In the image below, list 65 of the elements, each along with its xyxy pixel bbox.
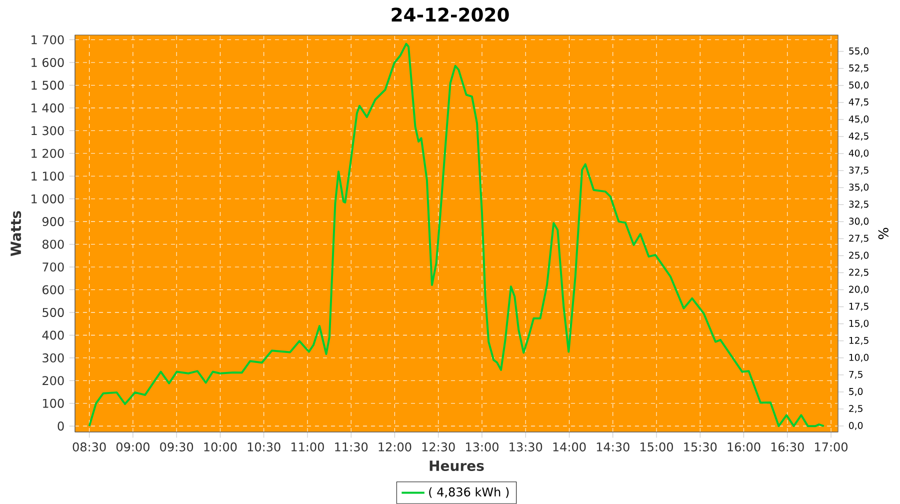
y-tick-label: 1 700 [32,35,64,44]
y2-tick-label: 27,5 [849,234,868,243]
y2-tick-label: 2,5 [849,404,862,413]
y2-tick-label: 7,5 [849,371,862,379]
y2-tick-label: 22,5 [849,268,868,277]
y-tick-label: 1 500 [32,80,64,90]
y-tick-label: 100 [43,398,64,408]
y-tick-label: 300 [42,353,64,362]
y2-tick-label: 20,0 [849,286,869,294]
chart-title: 24-12-2020 [392,8,509,22]
y2-tick-label: 17,5 [849,302,868,311]
y2-tick-label: 52,5 [849,64,868,72]
y2-tick-label: 55,0 [849,47,869,56]
legend-label: ( 4,836 kWh ) [429,487,509,498]
x-tick-label: 14:30 [596,442,630,452]
y-tick-label: 1 000 [32,194,64,204]
x-tick-label: 13:30 [510,442,542,452]
x-tick-label: 11:30 [335,442,368,452]
y-tick-label: 400 [42,330,64,340]
y-tick-label: 1 400 [32,103,64,112]
x-tick-label: 12:00 [378,442,412,452]
y-tick-label: 1 100 [32,172,64,181]
x-tick-label: 08:30 [72,442,106,452]
y2-tick-label: 25,0 [849,252,869,260]
y2-tick-label: 12,5 [849,336,868,345]
y2-tick-label: 30,0 [849,218,869,226]
x-tick-label: 14:00 [553,442,586,452]
y2-tick-label: 5,0 [849,388,863,396]
x-tick-label: 10:00 [204,442,237,452]
x-tick-label: 09:00 [116,442,150,452]
y2-axis-title: % [878,228,888,240]
x-axis-title: Heures [430,460,484,472]
y2-tick-label: 47,5 [848,98,868,106]
y2-tick-label: 15,0 [849,320,869,328]
y2-tick-label: 10,0 [849,354,869,362]
x-tick-label: 16:30 [771,442,804,452]
x-tick-label: 17:00 [815,442,848,452]
y-tick-label: 500 [42,308,64,318]
y-tick-label: 1 300 [32,126,64,136]
y-tick-label: 900 [42,217,64,226]
x-tick-label: 13:00 [466,442,498,452]
x-tick-label: 09:30 [160,442,194,452]
y2-tick-label: 40,0 [848,150,869,158]
y-tick-label: 200 [42,376,64,386]
y2-tick-label: 45,0 [848,116,869,124]
y-tick-label: 0 [58,422,64,431]
x-tick-label: 10:30 [248,442,280,452]
y2-tick-label: 35,0 [849,184,869,192]
line-series [88,42,825,428]
x-tick-label: 11:00 [291,442,324,452]
x-tick-label: 16:00 [728,442,760,452]
y2-tick-label: 50,0 [849,81,869,90]
x-tick-label: 12:30 [422,442,455,452]
y-tick-label: 1 200 [32,148,64,158]
y2-tick-label: 0,0 [849,422,863,430]
x-tick-label: 15:30 [684,442,717,452]
y-tick-label: 800 [42,240,64,249]
y-tick-label: 700 [42,262,64,272]
y2-tick-label: 37,5 [849,166,868,175]
y-axis-title: Watts [10,211,22,256]
y2-tick-label: 42,5 [848,132,868,141]
y2-tick-label: 32,5 [849,200,868,209]
x-tick-label: 15:00 [640,442,673,452]
y-tick-label: 600 [42,285,64,294]
y-tick-label: 1 600 [32,58,64,68]
